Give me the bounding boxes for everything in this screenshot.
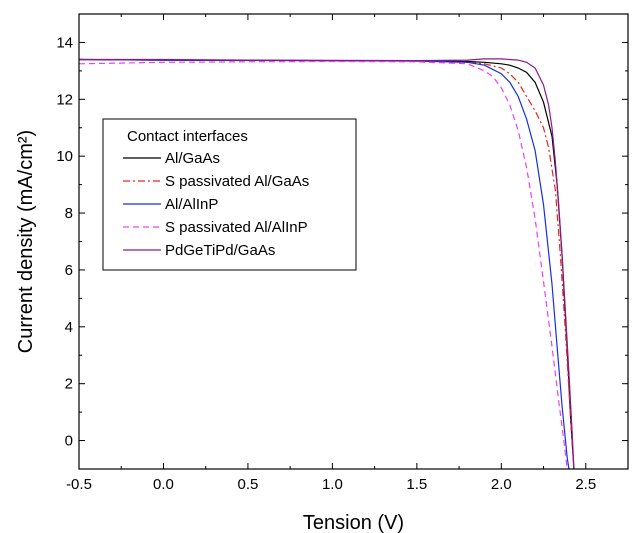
legend-box <box>102 118 357 271</box>
x-tick-label: 1.0 <box>322 476 343 493</box>
legend-label-2: Al/AlInP <box>165 196 218 213</box>
y-tick-label: 8 <box>65 205 73 222</box>
legend: Contact interfaces Al/GaAs S passivated A… <box>102 118 357 271</box>
series-line-3 <box>79 60 568 469</box>
x-tick-label: -0.5 <box>66 476 92 493</box>
y-tick-label: 10 <box>56 148 73 165</box>
x-tick-label: 0.5 <box>237 476 258 493</box>
series-line-4 <box>79 58 575 469</box>
legend-items: Al/GaAs S passivated Al/GaAs Al/AlInP S pas… <box>123 150 309 259</box>
y-tick-label: 2 <box>65 376 73 393</box>
legend-title: Contact interfaces <box>127 128 248 145</box>
y-tick-label: 0 <box>65 433 73 450</box>
series-line-1 <box>79 58 575 469</box>
legend-label-1: S passivated Al/GaAs <box>165 173 309 190</box>
legend-label-3: S passivated Al/AlInP <box>165 219 308 236</box>
x-tick-label: 1.5 <box>406 476 427 493</box>
y-tick-label: 14 <box>56 34 73 51</box>
y-axis-title: Current density (mA/cm²) <box>15 130 37 353</box>
y-tick-label: 12 <box>56 91 73 108</box>
x-tick-label: 0.0 <box>153 476 174 493</box>
x-tick-label: 2.0 <box>491 476 512 493</box>
y-tick-label: 4 <box>65 319 73 336</box>
series-layer <box>79 58 575 469</box>
legend-label-4: PdGeTiPd/GaAs <box>165 242 275 259</box>
x-axis-title: Tension (V) <box>303 512 404 533</box>
legend-label-0: Al/GaAs <box>165 150 220 167</box>
tick-labels: -0.5 0.0 0.5 1.0 1.5 2.0 2.5 0 2 4 6 8 10 12 14 <box>56 34 596 493</box>
ticks-layer <box>78 14 628 470</box>
y-tick-label: 6 <box>65 262 73 279</box>
x-tick-label: 2.5 <box>575 476 596 493</box>
